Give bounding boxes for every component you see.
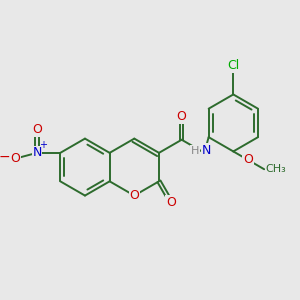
Text: O: O: [243, 154, 253, 166]
Text: N: N: [32, 146, 42, 159]
Text: −: −: [0, 150, 11, 164]
Text: O: O: [166, 196, 176, 209]
Text: O: O: [177, 110, 187, 123]
Text: +: +: [39, 140, 47, 150]
Text: N: N: [202, 144, 211, 157]
Text: Cl: Cl: [227, 59, 239, 72]
Text: O: O: [129, 189, 139, 202]
Text: O: O: [32, 123, 42, 136]
Text: O: O: [11, 152, 20, 165]
Text: CH₃: CH₃: [266, 164, 286, 174]
Text: H: H: [191, 146, 200, 156]
